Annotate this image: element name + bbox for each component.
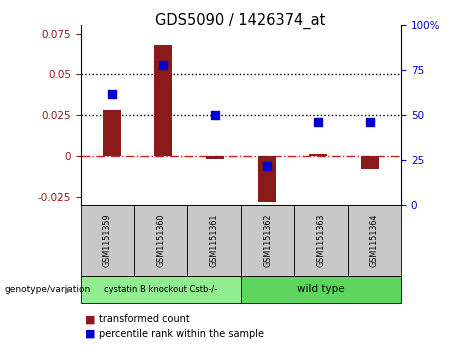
Text: GDS5090 / 1426374_at: GDS5090 / 1426374_at <box>154 13 325 29</box>
Bar <box>206 156 224 159</box>
Bar <box>361 156 379 169</box>
Text: wild type: wild type <box>297 285 345 294</box>
Text: GSM1151362: GSM1151362 <box>263 214 272 267</box>
Text: GSM1151359: GSM1151359 <box>103 214 112 267</box>
Text: ■: ■ <box>85 314 96 325</box>
Text: GSM1151360: GSM1151360 <box>156 214 165 267</box>
Point <box>108 91 115 97</box>
Point <box>366 119 374 125</box>
Text: transformed count: transformed count <box>99 314 190 325</box>
Bar <box>258 156 276 202</box>
Text: GSM1151363: GSM1151363 <box>316 214 325 267</box>
Text: genotype/variation: genotype/variation <box>5 285 91 294</box>
Text: GSM1151361: GSM1151361 <box>210 214 219 267</box>
Point <box>315 119 322 125</box>
Point <box>211 113 219 118</box>
Point <box>263 163 271 168</box>
Text: ▶: ▶ <box>65 285 73 294</box>
Point <box>160 62 167 68</box>
Text: GSM1151364: GSM1151364 <box>370 214 379 267</box>
Text: ■: ■ <box>85 329 96 339</box>
Bar <box>309 155 327 156</box>
Bar <box>103 110 121 156</box>
Bar <box>154 45 172 156</box>
Text: percentile rank within the sample: percentile rank within the sample <box>99 329 264 339</box>
Text: cystatin B knockout Cstb-/-: cystatin B knockout Cstb-/- <box>104 285 218 294</box>
